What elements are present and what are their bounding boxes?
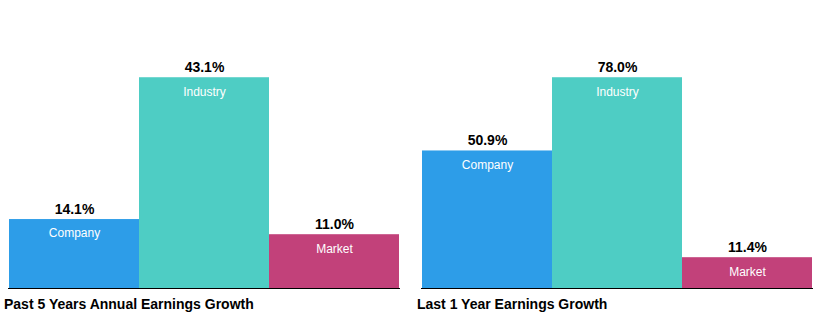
svg-text:Market: Market [729,265,766,279]
svg-text:78.0%: 78.0% [598,59,638,75]
svg-text:11.0%: 11.0% [315,216,354,232]
html-text:Last 1 Year Earnings Growth: Last 1 Year Earnings Growth [417,296,608,312]
svg-text:14.1%: 14.1% [55,201,95,217]
svg-text:Industry: Industry [183,85,226,99]
svg-text:Industry: Industry [596,85,639,99]
svg-text:43.1%: 43.1% [185,59,225,75]
svg-text:Market: Market [316,242,353,256]
html-text:Past 5 Years Annual Earnings G: Past 5 Years Annual Earnings Growth [4,296,254,312]
svg-text:Company: Company [49,226,100,240]
svg-text:50.9%: 50.9% [468,132,508,148]
svg-text:Company: Company [462,158,513,172]
svg-text:11.4%: 11.4% [728,239,767,255]
